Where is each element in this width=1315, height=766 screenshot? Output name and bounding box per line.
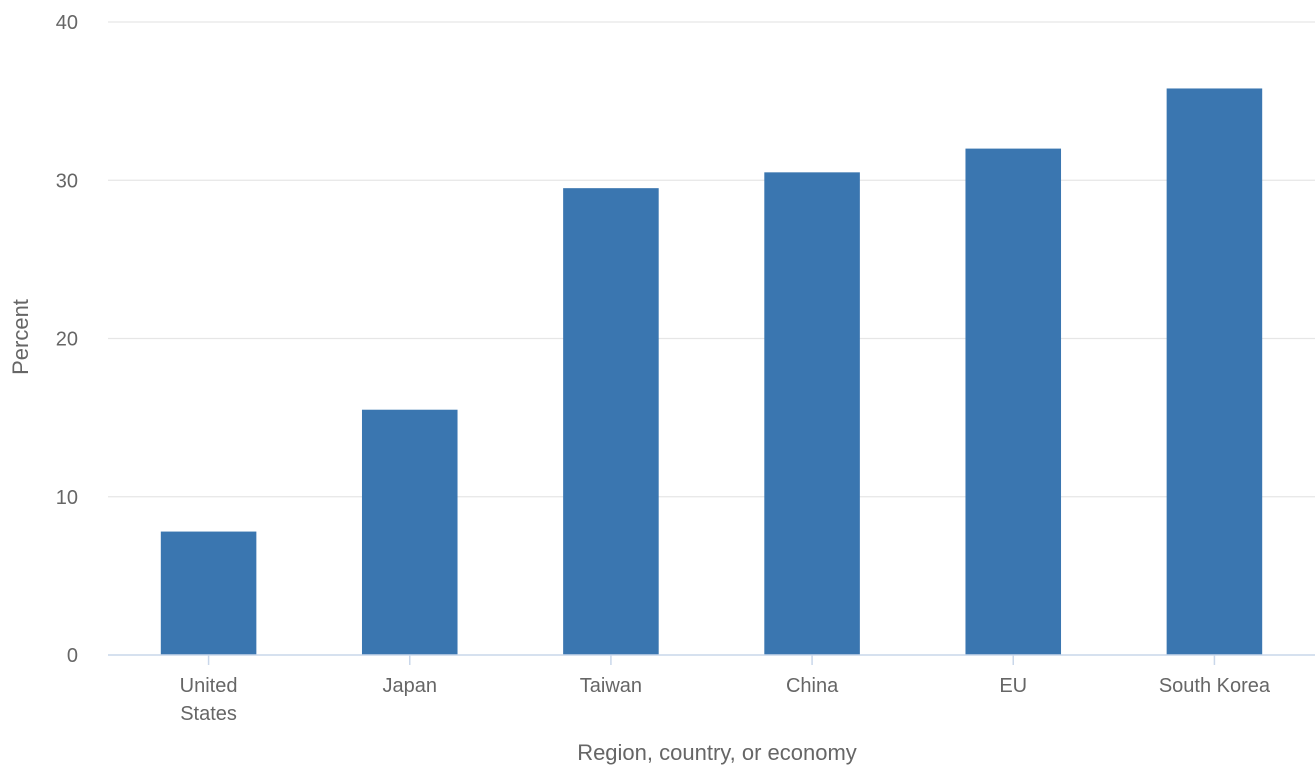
y-tick-label: 40 (56, 12, 78, 34)
x-tick-label: Japan (383, 675, 438, 697)
x-tick-label: States (180, 703, 237, 725)
x-tick-label: United (180, 675, 238, 697)
y-tick-label: 20 (56, 329, 78, 351)
x-tick-label: China (786, 675, 839, 697)
bar (764, 172, 860, 655)
y-tick-label: 10 (56, 487, 78, 509)
x-tick-label: South Korea (1159, 675, 1271, 697)
y-tick-label: 0 (67, 645, 78, 667)
x-tick-label: Taiwan (580, 675, 642, 697)
y-axis-title: Percent (8, 299, 33, 375)
x-axis-title: Region, country, or economy (577, 740, 857, 765)
gridlines (108, 21, 1315, 498)
y-tick-label: 30 (56, 170, 78, 192)
axes: 0 10 20 30 40 United States Japan Taiwan China EU S… (56, 12, 1315, 725)
x-tick-label: EU (999, 675, 1027, 697)
bar (361, 409, 458, 655)
bar (1166, 88, 1263, 656)
bar (563, 188, 659, 655)
bar (160, 531, 257, 655)
bar (965, 148, 1062, 655)
bars (160, 88, 1263, 656)
